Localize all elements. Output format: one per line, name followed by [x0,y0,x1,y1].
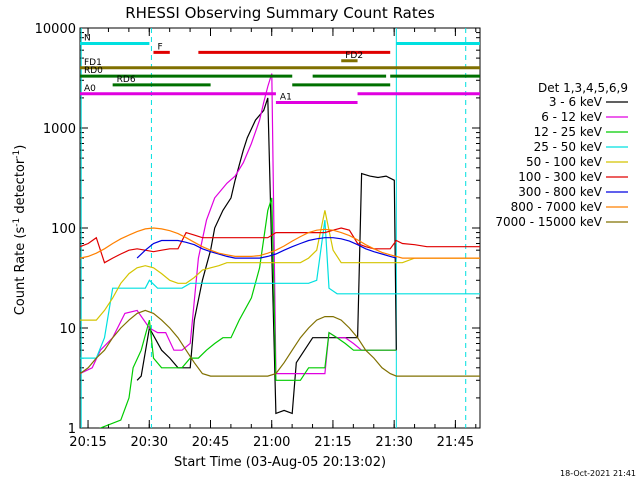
status-bar-label: RD0 [84,66,103,76]
chart-title: RHESSI Observing Summary Count Rates [125,4,435,22]
series-line [99,197,397,428]
status-bar-label: RD6 [117,75,136,85]
status-bar-label: F [157,42,162,52]
series-line [80,227,480,259]
x-tick-label: 21:30 [375,435,412,450]
x-tick-label: 20:30 [131,435,168,450]
x-tick-label: 21:15 [314,435,351,450]
legend-label: 7000 - 15000 keV [495,215,602,229]
legend-label: 12 - 25 keV [534,125,603,139]
status-bar-label: A0 [84,84,96,94]
footer-timestamp: 18-Oct-2021 21:41 [560,469,636,478]
y-tick-label: 10000 [35,22,76,37]
legend-title: Det 1,3,4,5,6,9 [538,81,628,95]
series-line [136,97,397,415]
legend-label: 100 - 300 keV [518,170,602,184]
legend-label: 6 - 12 keV [541,110,603,124]
x-tick-label: 21:00 [253,435,290,450]
y-tick-label: 100 [51,222,76,237]
series-line [80,227,480,264]
legend-label: 25 - 50 keV [534,140,603,154]
status-bar-label: A1 [280,92,292,102]
y-axis-label: Count Rate (s-1 detector-1) [12,145,28,316]
svg-text:Count Rate (s-1 detector-1): Count Rate (s-1 detector-1) [12,145,28,316]
series-line [80,309,480,377]
series-line [80,210,480,321]
x-axis-label: Start Time (03-Aug-05 20:13:02) [174,455,386,470]
status-bar-label: FD1 [84,58,102,68]
x-tick-label: 21:45 [437,435,474,450]
legend-label: 3 - 6 keV [549,95,603,109]
y-tick-label: 1000 [43,122,76,137]
y-tick-label: 10 [59,322,76,337]
x-tick-label: 20:45 [192,435,229,450]
status-bar-label: N [84,33,91,43]
y-tick-label: 1 [68,422,76,437]
legend-label: 50 - 100 keV [526,155,603,169]
plot-area: 1 10 100 1000 10000 20:15 20:30 20:45 21:00 21:15… [35,22,481,450]
legend-label: 800 - 7000 keV [511,200,603,214]
legend-label: 300 - 800 keV [518,185,602,199]
series-line [80,73,397,375]
series-line [136,237,397,259]
plot-data: N F FD1 FD2 RD0 RD6 A0 A1 [80,28,480,428]
series-line [80,220,480,359]
x-tick-label: 20:15 [69,435,106,450]
status-bar-label: FD2 [345,51,363,61]
